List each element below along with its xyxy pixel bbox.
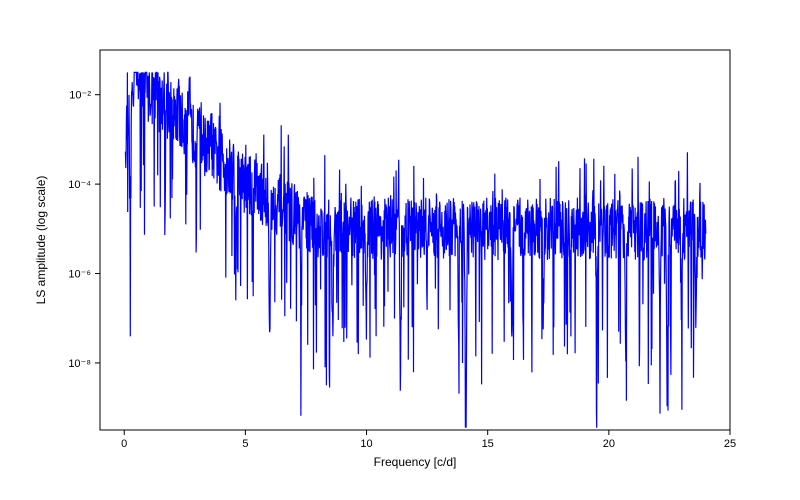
x-axis: 0 5 10 15 20 25 xyxy=(121,430,736,450)
svg-text:25: 25 xyxy=(724,438,736,450)
y-axis: 10⁻⁸ 10⁻⁶ 10⁻⁴ 10⁻² xyxy=(68,90,100,370)
svg-text:10⁻⁶: 10⁻⁶ xyxy=(68,269,91,281)
y-axis-label: LS amplitude (log scale) xyxy=(34,176,48,305)
spectrum-line xyxy=(125,72,705,427)
svg-text:20: 20 xyxy=(603,438,615,450)
svg-text:10: 10 xyxy=(360,438,372,450)
periodogram-chart: 0510152025Frequency [c/d]10⁻⁸10⁻⁶10⁻⁴10⁻… xyxy=(0,0,800,500)
svg-text:10⁻⁸: 10⁻⁸ xyxy=(68,358,91,370)
svg-text:10⁻²: 10⁻² xyxy=(69,90,91,102)
svg-text:10⁻⁴: 10⁻⁴ xyxy=(68,179,91,191)
svg-text:5: 5 xyxy=(242,438,248,450)
x-axis-label: Frequency [c/d] xyxy=(374,455,457,469)
svg-text:15: 15 xyxy=(482,438,494,450)
svg-text:0: 0 xyxy=(121,438,127,450)
chart-container: 0510152025Frequency [c/d]10⁻⁸10⁻⁶10⁻⁴10⁻… xyxy=(0,0,800,500)
